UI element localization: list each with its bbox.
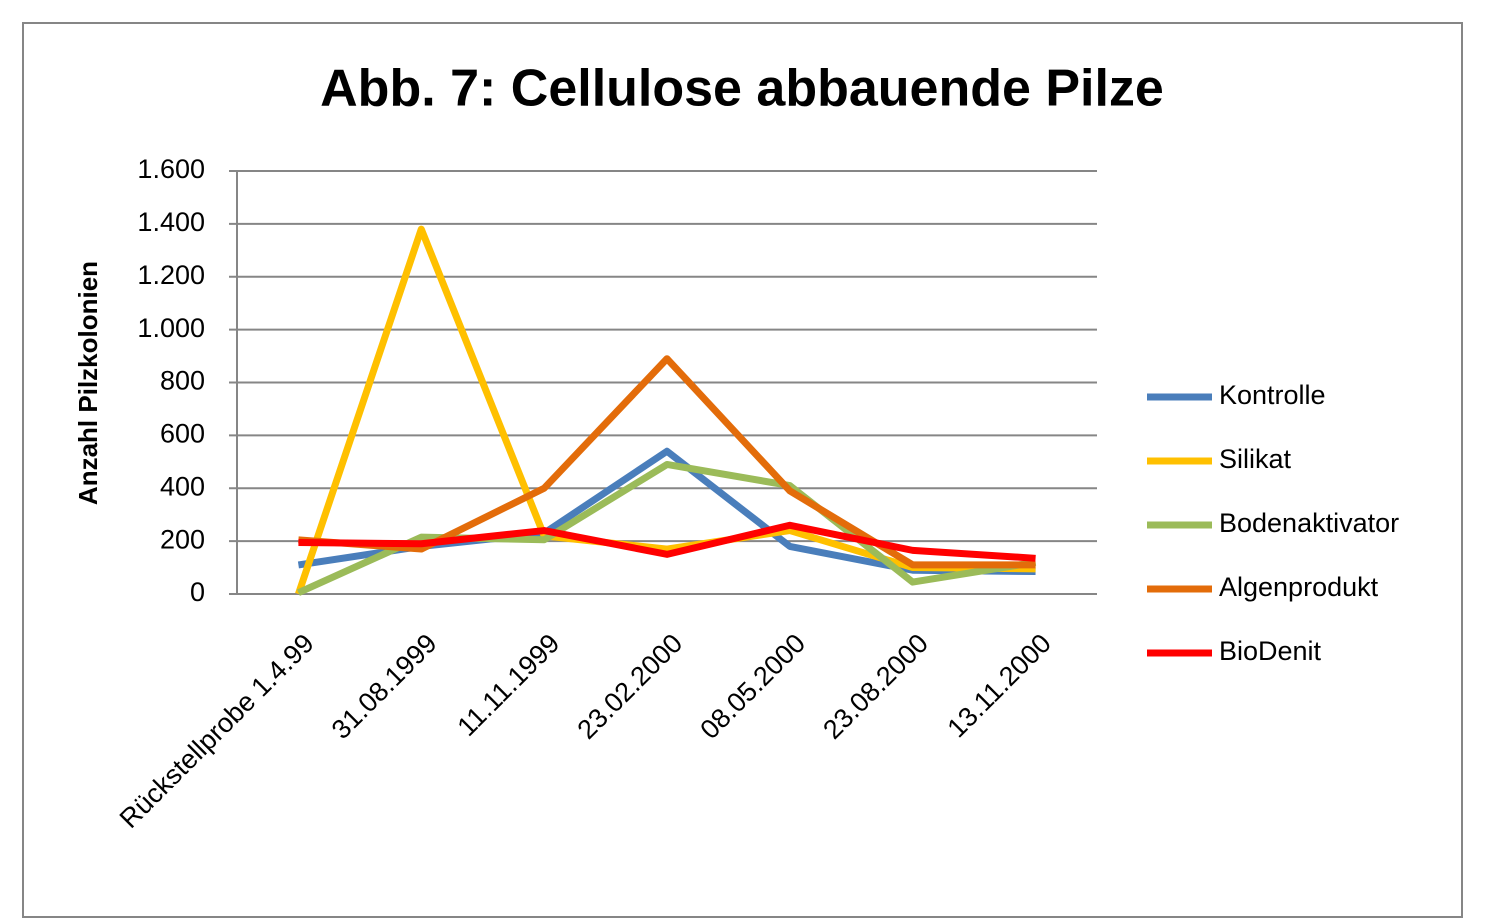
legend-label: Algenprodukt <box>1219 572 1379 602</box>
legend-label: BioDenit <box>1219 636 1322 666</box>
y-axis-label: Anzahl Pilzkolonien <box>73 261 103 505</box>
legend-label: Bodenaktivator <box>1219 508 1399 538</box>
y-tick-label: 800 <box>160 366 205 396</box>
series-line <box>298 521 1036 562</box>
y-tick-label: 200 <box>160 524 205 554</box>
series-line <box>296 460 1037 596</box>
series-line <box>298 355 1036 569</box>
y-tick-label: 1.600 <box>137 154 205 184</box>
y-tick-label: 1.200 <box>137 260 205 290</box>
legend-label: Silikat <box>1219 444 1292 474</box>
legend-label: Kontrolle <box>1219 380 1326 410</box>
y-tick-label: 1.000 <box>137 313 205 343</box>
chart-title: Abb. 7: Cellulose abbauende Pilze <box>320 60 1164 118</box>
y-tick-label: 400 <box>160 471 205 501</box>
y-tick-label: 600 <box>160 419 205 449</box>
y-tick-label: 1.400 <box>137 207 205 237</box>
y-tick-label: 0 <box>190 577 205 607</box>
